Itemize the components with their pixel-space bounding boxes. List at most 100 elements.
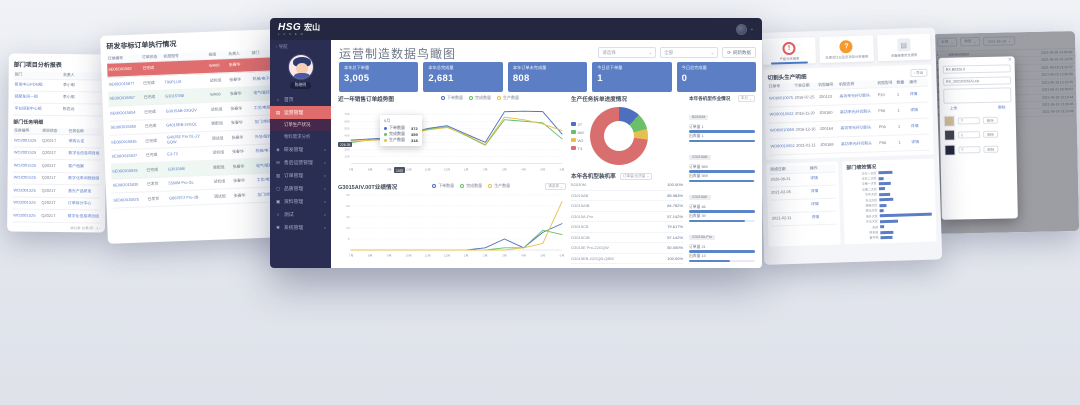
description-textarea[interactable]	[943, 87, 1012, 104]
column-header[interactable]: 部门	[14, 72, 23, 77]
refresh-data-button[interactable]: ⟳ 刷新数据	[722, 47, 756, 58]
table-row[interactable]: 平台研发中心组 陈志远	[13, 103, 102, 117]
model-trend-chart[interactable]: 5 10 15 20 25 7月 8月 9月 10月 11月 12月 1月 2月 3月 4月 5月 6月	[338, 191, 566, 259]
sort-input[interactable]: 0	[958, 131, 981, 139]
sort-input[interactable]: 0	[957, 116, 980, 124]
sidebar-back-link[interactable]: ‹ 导航	[276, 44, 288, 49]
column-header[interactable]: 机型名称	[838, 82, 855, 87]
close-icon[interactable]: ×	[1007, 57, 1012, 64]
sidebar-avatar[interactable]	[287, 54, 314, 80]
report-card[interactable]: ▤ 设备画像安全报表	[876, 33, 931, 62]
legend-item[interactable]: 完成数量	[468, 95, 491, 101]
delete-button[interactable]: 删除	[982, 116, 998, 124]
legend-item[interactable]: 生产数量	[496, 95, 519, 101]
kpi-card[interactable]: 今日总完成量 0	[676, 62, 757, 92]
column-header[interactable]: 负责人	[228, 51, 240, 57]
version-field[interactable]: RX.B0326.9	[942, 64, 1011, 74]
upload-link[interactable]: 上传	[949, 106, 958, 111]
legend-item[interactable]: T4	[571, 146, 584, 151]
filter-select-1[interactable]: 请选择 ⌄	[598, 47, 657, 58]
rate-row[interactable]: G3015CB 79.617%	[571, 222, 683, 233]
column-header[interactable]: 订单编号	[107, 56, 124, 61]
model-chip[interactable]: G3015AE	[689, 194, 711, 200]
table-row[interactable]: WO2001S25 Q2021T 激光产品研发	[12, 185, 101, 199]
column-header[interactable]: 订单状态	[141, 54, 158, 60]
machine-ops-filter[interactable]: 本月 ⌄	[737, 95, 755, 102]
sidebar-item[interactable]: ▣ 资料管理 ∨	[270, 195, 331, 208]
attachment-thumbnail[interactable]	[943, 115, 955, 127]
legend-item[interactable]: AW	[571, 130, 584, 135]
legend-item[interactable]: 生产数量	[488, 183, 510, 189]
table-row[interactable]: WO2001S25 Q2021T 数字化车间规划组	[12, 172, 101, 186]
column-header[interactable]: 数量	[896, 80, 905, 85]
machine-rate-filter[interactable]: 订单量/出货量 ⌄	[619, 172, 653, 180]
column-header[interactable]: 下单日期	[794, 83, 810, 89]
attachment-field[interactable]: RS_20210326(A).zip	[942, 76, 1012, 86]
column-header[interactable]: 完成日期	[770, 167, 786, 172]
legend-item[interactable]: 完成数量	[460, 183, 482, 189]
sidebar-item[interactable]: ✉ 售后运营管理 ∨	[270, 156, 331, 169]
legend-item[interactable]: 下单数量	[432, 183, 454, 189]
sidebar-item[interactable]: ◈ 研发管理 ∨	[270, 143, 331, 156]
delete-link[interactable]: 删除	[997, 105, 1006, 110]
sidebar-item[interactable]: ✱ 系统管理 ∨	[270, 221, 331, 234]
rate-row[interactable]: G3015EB-22GQB-QBW 100.00%	[571, 254, 683, 264]
sidebar-subitem[interactable]: 订单生产状况	[270, 119, 331, 131]
chevron-down-icon[interactable]: ⌄	[749, 26, 754, 32]
table-row[interactable]: WO2001S25 Q2021T 数字化信息项目组	[12, 147, 101, 161]
column-header[interactable]: 机型编号	[818, 82, 834, 88]
model-chip[interactable]: B2530M	[689, 114, 709, 120]
kpi-card[interactable]: 本年订单未完成量 808	[507, 62, 588, 92]
report-card[interactable]: ? 年度对比以及各项目分析报表	[819, 35, 874, 64]
filter-select-2[interactable]: 全部 ⌄	[660, 47, 719, 58]
table-row[interactable]: WO2001S25 Q2021T 订单拆分中心	[12, 197, 101, 211]
table-row[interactable]: WO2001S25 Q2021T 客户档案	[12, 160, 101, 174]
export-button[interactable]: ‹ 导出	[909, 68, 928, 78]
task-progress-donut[interactable]	[589, 107, 648, 165]
sort-input[interactable]: 0	[958, 145, 981, 153]
model-chip[interactable]: G3015AB	[689, 154, 711, 160]
column-header[interactable]: 操作	[909, 80, 918, 85]
legend-item[interactable]: 下单数量	[440, 95, 463, 101]
delete-button[interactable]: 删除	[983, 145, 999, 153]
column-header[interactable]: 任务名称	[68, 128, 84, 134]
report-card[interactable]: ! 产能分析报表	[762, 37, 817, 66]
table-row[interactable]: 研发中心PDM组 李小明	[13, 79, 102, 93]
model-chip[interactable]: G3015A-Pro	[689, 234, 715, 240]
rate-row[interactable]: G3015AIB 84.782%	[571, 201, 683, 212]
table-row[interactable]: WO2001S25 Q2021T 数字化信息项目组	[12, 210, 101, 224]
sidebar-item[interactable]: ⌂ 首页	[270, 93, 331, 106]
column-header[interactable]: 负责人	[63, 73, 75, 78]
table-row[interactable]: 2021-02-11 详情	[770, 211, 838, 227]
attachment-thumbnail[interactable]	[944, 129, 956, 141]
legend-item[interactable]: W2	[571, 138, 584, 143]
brand-logo[interactable]: HSG 宏山 L A S E R	[278, 22, 320, 36]
sidebar-item[interactable]: ○ 测试 ∨	[270, 208, 331, 221]
sidebar-item[interactable]: ▥ 订单管理 ∨	[270, 169, 331, 182]
rate-row[interactable]: G3015CIB 57.142%	[571, 233, 683, 243]
rate-row[interactable]: G3015AB 85.983%	[571, 191, 683, 201]
table-row[interactable]: WO2001S25 Q2021T 采购认证	[12, 135, 102, 149]
rate-row[interactable]: G3015A-Pro 57.142%	[571, 212, 683, 222]
column-header[interactable]: 班组	[208, 52, 217, 57]
rate-row[interactable]: B2530M 100.00%	[571, 180, 683, 191]
kpi-card[interactable]: 今日总下单量 1	[592, 62, 672, 92]
user-avatar[interactable]	[735, 23, 747, 35]
kpi-card[interactable]: 本年总完成量 2,681	[423, 62, 503, 92]
pagination[interactable]: 共52条 10条/页 ‹ 1 ›	[70, 226, 101, 231]
column-header[interactable]: 项目状态	[42, 128, 58, 133]
legend-item[interactable]: 2T	[571, 122, 584, 127]
sidebar-item[interactable]: ◻ 品质管理 ∨	[270, 182, 331, 195]
sidebar-subitem[interactable]: 物料需求分析	[284, 134, 311, 139]
rate-row[interactable]: G3015E Pro-22GQW 50.000%	[571, 243, 683, 254]
table-row[interactable]: 装配车间一组 李小明	[13, 91, 102, 105]
kpi-card[interactable]: 本年总下单量 3,005	[339, 62, 419, 92]
delete-button[interactable]: 删除	[983, 130, 998, 138]
attachment-thumbnail[interactable]	[944, 144, 956, 156]
sidebar-item[interactable]: ▤ 运营管理	[270, 106, 331, 119]
column-header[interactable]: 任务编号	[14, 128, 30, 133]
sales-trend-chart[interactable]: 1002003004005006007007月8月9月10月11月12月1月2月…	[338, 103, 566, 173]
model-trend-filter[interactable]: 请选择 ⌄	[545, 183, 566, 190]
column-header[interactable]: 订单号	[768, 84, 781, 89]
column-header[interactable]: 操作	[809, 166, 818, 171]
